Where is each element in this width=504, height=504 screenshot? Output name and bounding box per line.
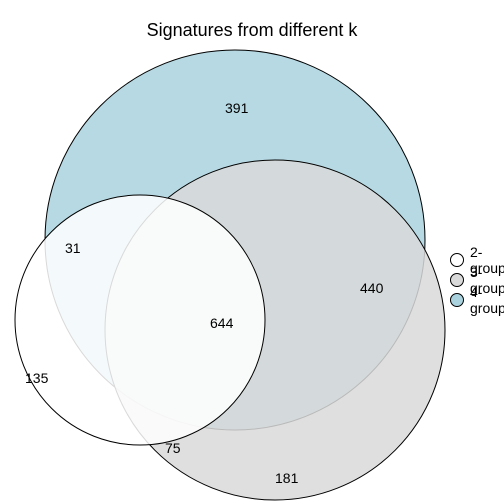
venn-value-int-3-4: 440 [360, 280, 383, 296]
venn-value-int-2-3: 75 [165, 440, 181, 456]
legend-label: 4-group [470, 284, 504, 316]
legend-swatch-icon [450, 273, 464, 287]
figure: Signatures from different k 391 31 440 6… [0, 0, 504, 504]
venn-value-only3: 181 [275, 470, 298, 486]
venn-value-int-2-4: 31 [65, 240, 81, 256]
legend-item: 4-group [450, 290, 504, 310]
legend: 2-group 3-group 4-group [450, 250, 504, 310]
venn-value-int-all: 644 [210, 315, 233, 331]
venn-value-only2: 135 [25, 370, 48, 386]
legend-swatch-icon [450, 293, 464, 307]
venn-value-only4: 391 [225, 100, 248, 116]
legend-swatch-icon [450, 253, 464, 267]
